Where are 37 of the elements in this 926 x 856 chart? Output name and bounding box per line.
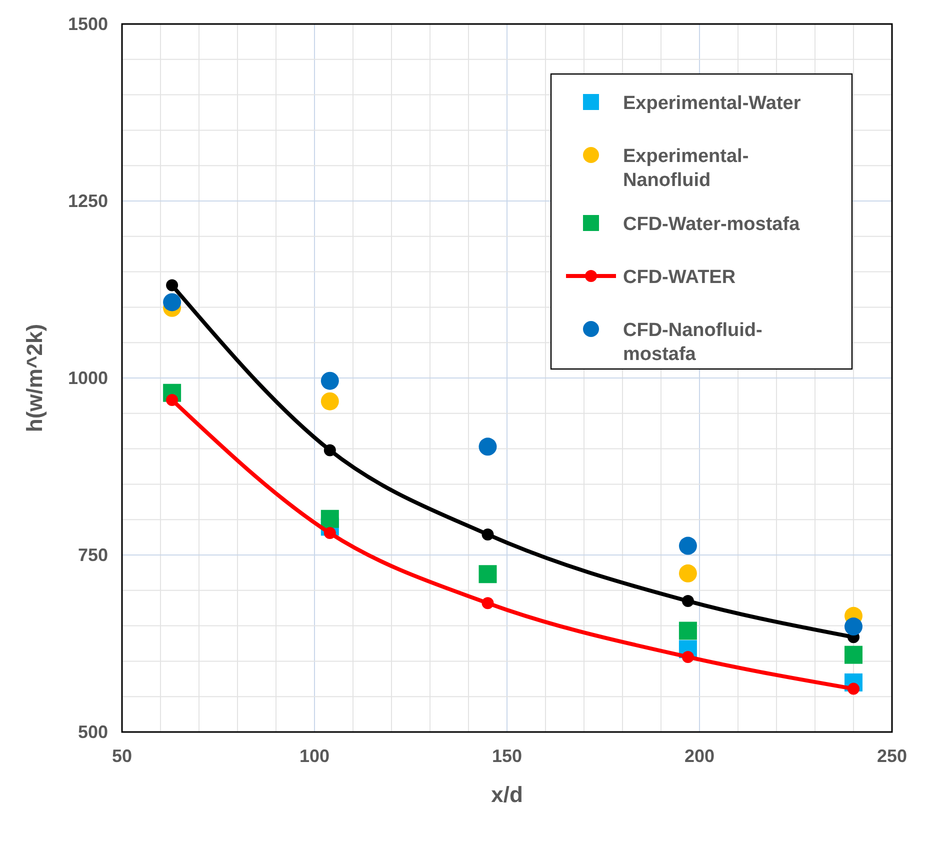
legend-label: CFD-Nanofluid-mostafa — [623, 320, 762, 365]
legend-label: CFD-WATER — [623, 267, 736, 288]
x-tick-label: 250 — [876, 746, 908, 766]
point — [320, 510, 339, 528]
point — [163, 293, 182, 312]
legend-label: Experimental-Nanofluid — [623, 146, 749, 191]
point — [166, 279, 178, 292]
point — [682, 595, 694, 608]
point — [482, 528, 494, 540]
point — [844, 646, 862, 664]
point — [320, 392, 339, 410]
point — [682, 650, 694, 663]
point — [848, 682, 860, 695]
x-axis-title: x/d — [491, 782, 523, 807]
point — [678, 622, 697, 640]
legend-label: Experimental-Water — [623, 93, 802, 114]
y-tick-label: 750 — [78, 545, 108, 565]
point — [844, 618, 862, 636]
x-tick-label: 150 — [492, 746, 522, 766]
y-tick-label: 1250 — [68, 191, 108, 211]
point — [166, 394, 178, 406]
y-tick-label: 1500 — [68, 14, 108, 34]
point — [678, 564, 697, 582]
y-axis-title: h(w/m^2k) — [22, 324, 47, 432]
x-tick-label: 200 — [684, 746, 715, 766]
point — [678, 536, 697, 555]
point — [482, 597, 494, 610]
x-tick-label: 50 — [112, 746, 132, 766]
x-tick-label: 100 — [299, 746, 330, 766]
y-tick-label: 500 — [78, 722, 108, 742]
point — [324, 444, 336, 456]
point — [478, 438, 497, 456]
point — [478, 565, 497, 584]
point — [324, 527, 336, 540]
point — [320, 372, 339, 390]
y-tick-label: 1000 — [68, 368, 108, 388]
legend-label: CFD-Water-mostafa — [623, 214, 800, 235]
